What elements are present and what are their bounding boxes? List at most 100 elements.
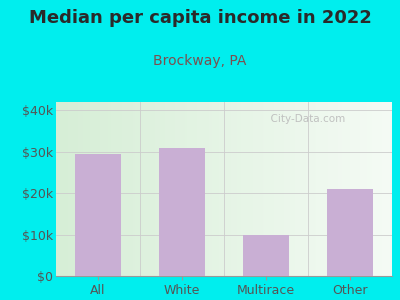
Bar	[313, 102, 315, 276]
Bar	[86, 102, 88, 276]
Bar	[248, 102, 249, 276]
Bar	[236, 102, 238, 276]
Bar	[68, 102, 70, 276]
Bar	[219, 102, 221, 276]
Bar	[168, 102, 170, 276]
Bar	[179, 102, 180, 276]
Bar	[125, 102, 126, 276]
Bar	[105, 102, 106, 276]
Bar	[165, 102, 167, 276]
Bar	[106, 102, 108, 276]
Bar	[194, 102, 196, 276]
Bar	[365, 102, 367, 276]
Bar	[84, 102, 86, 276]
Bar	[296, 102, 298, 276]
Bar	[115, 102, 116, 276]
Bar	[264, 102, 266, 276]
Bar	[63, 102, 64, 276]
Bar	[271, 102, 273, 276]
Text: City-Data.com: City-Data.com	[264, 114, 346, 124]
Bar	[204, 102, 206, 276]
Bar	[385, 102, 387, 276]
Bar	[380, 102, 382, 276]
Bar	[180, 102, 182, 276]
Bar	[246, 102, 248, 276]
Bar	[280, 102, 281, 276]
Bar	[348, 102, 350, 276]
Bar	[64, 102, 66, 276]
Bar	[352, 102, 353, 276]
Bar	[256, 102, 258, 276]
Bar	[110, 102, 112, 276]
Bar	[322, 102, 323, 276]
Bar	[310, 102, 311, 276]
Bar	[294, 102, 296, 276]
Bar	[150, 102, 152, 276]
Bar	[362, 102, 364, 276]
Bar	[232, 102, 234, 276]
Bar	[93, 102, 95, 276]
Bar	[360, 102, 362, 276]
Bar	[59, 102, 61, 276]
Bar	[227, 102, 229, 276]
Bar	[184, 102, 185, 276]
Bar	[269, 102, 271, 276]
Bar	[101, 102, 103, 276]
Bar	[182, 102, 184, 276]
Bar	[252, 102, 254, 276]
Bar	[61, 102, 63, 276]
Bar	[196, 102, 197, 276]
Bar	[71, 102, 73, 276]
Bar	[58, 102, 59, 276]
Bar	[325, 102, 326, 276]
Bar	[221, 102, 222, 276]
Bar	[75, 154, 121, 276]
Bar	[140, 102, 142, 276]
Bar	[308, 102, 310, 276]
Bar	[353, 102, 355, 276]
Bar	[336, 102, 338, 276]
Bar	[343, 102, 345, 276]
Bar	[301, 102, 303, 276]
Bar	[66, 102, 68, 276]
Bar	[258, 102, 259, 276]
Bar	[276, 102, 278, 276]
Bar	[76, 102, 78, 276]
Bar	[207, 102, 209, 276]
Bar	[78, 102, 80, 276]
Bar	[286, 102, 288, 276]
Bar	[390, 102, 392, 276]
Bar	[377, 102, 378, 276]
Bar	[330, 102, 332, 276]
Bar	[368, 102, 370, 276]
Bar	[152, 102, 154, 276]
Bar	[155, 102, 157, 276]
Bar	[241, 102, 242, 276]
Bar	[345, 102, 347, 276]
Bar	[120, 102, 122, 276]
Bar	[326, 102, 328, 276]
Bar	[238, 102, 239, 276]
Bar	[357, 102, 358, 276]
Bar	[216, 102, 217, 276]
Bar	[98, 102, 100, 276]
Bar	[80, 102, 81, 276]
Bar	[316, 102, 318, 276]
Bar	[210, 102, 212, 276]
Bar	[88, 102, 90, 276]
Bar	[73, 102, 74, 276]
Bar	[291, 102, 293, 276]
Bar	[318, 102, 320, 276]
Bar	[190, 102, 192, 276]
Bar	[133, 102, 135, 276]
Bar	[306, 102, 308, 276]
Bar	[128, 102, 130, 276]
Bar	[303, 102, 305, 276]
Bar	[135, 102, 137, 276]
Bar	[358, 102, 360, 276]
Bar	[159, 148, 205, 276]
Bar	[122, 102, 123, 276]
Bar	[338, 102, 340, 276]
Bar	[177, 102, 179, 276]
Bar	[249, 102, 251, 276]
